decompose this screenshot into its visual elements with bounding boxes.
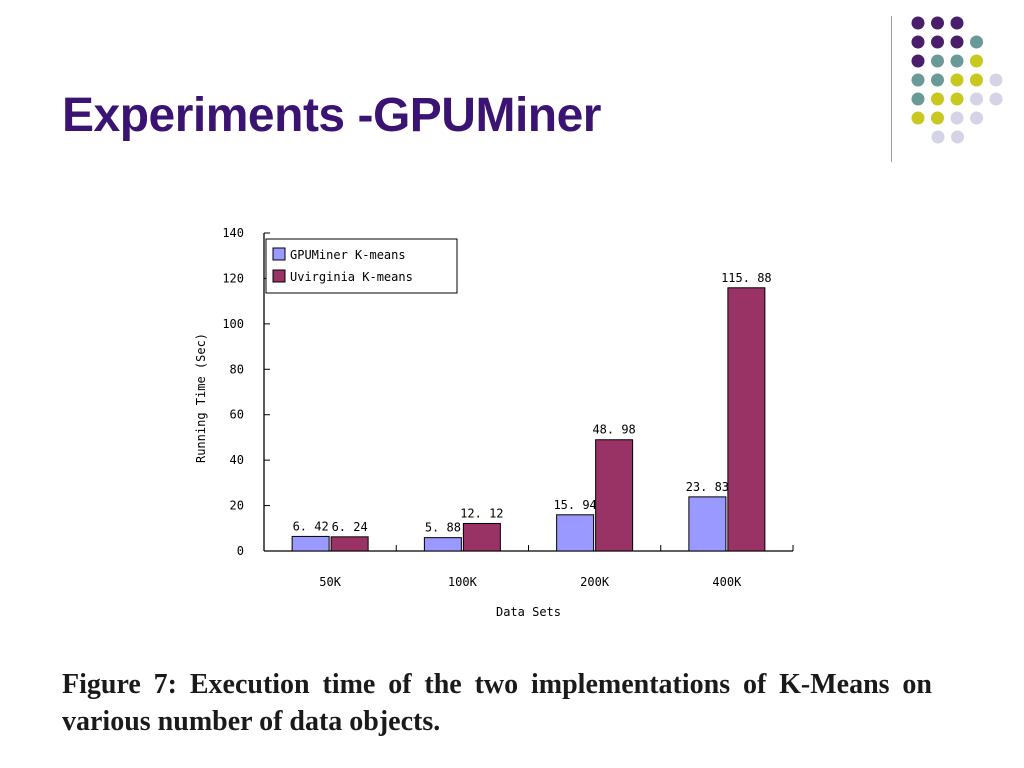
figure-caption: Figure 7: Execution time of the two impl… (62, 669, 932, 737)
bar (595, 439, 634, 552)
y-tick-label: 120 (222, 271, 244, 285)
bar (688, 496, 727, 552)
y-tick-label: 0 (237, 544, 244, 558)
y-tick-label: 60 (230, 408, 244, 422)
x-tick-label: 200K (580, 575, 610, 589)
y-tick-label: 100 (222, 317, 244, 331)
y-tick-label: 40 (230, 453, 244, 467)
y-axis-label: Running Time (Sec) (194, 333, 208, 463)
legend-swatch (272, 247, 286, 261)
data-label: 15. 94 (553, 498, 596, 512)
data-label: 6. 24 (332, 520, 368, 534)
legend-label: GPUMiner K-means (290, 248, 406, 262)
y-tick-label: 80 (230, 362, 244, 376)
data-label: 48. 98 (592, 423, 635, 437)
divider-line (891, 16, 892, 162)
bar (727, 287, 766, 552)
y-tick-label: 20 (230, 499, 244, 513)
x-axis-label: Data Sets (496, 605, 561, 619)
data-label: 6. 42 (293, 519, 329, 533)
bar-chart: 0 20 40 60 80 100 120 140 6. 42 6. 24 50K 5. 8812. … (194, 226, 794, 619)
slide-title: Experiments -GPUMiner (62, 89, 601, 142)
bar (556, 514, 595, 552)
bar (462, 522, 501, 552)
bar (330, 536, 369, 552)
x-tick-label: 50K (319, 575, 341, 589)
data-label: 23. 83 (686, 480, 729, 494)
data-label: 5. 88 (425, 521, 461, 535)
y-tick-label: 140 (222, 226, 244, 240)
data-label: 12. 12 (460, 506, 503, 520)
legend-swatch (272, 269, 286, 283)
bar (291, 535, 330, 552)
legend-label: Uvirginia K-means (290, 270, 413, 284)
bar (423, 537, 462, 552)
x-tick-label: 400K (712, 575, 742, 589)
data-label: 115. 88 (721, 271, 772, 285)
x-tick-label: 100K (448, 575, 478, 589)
legend-box (265, 238, 458, 294)
